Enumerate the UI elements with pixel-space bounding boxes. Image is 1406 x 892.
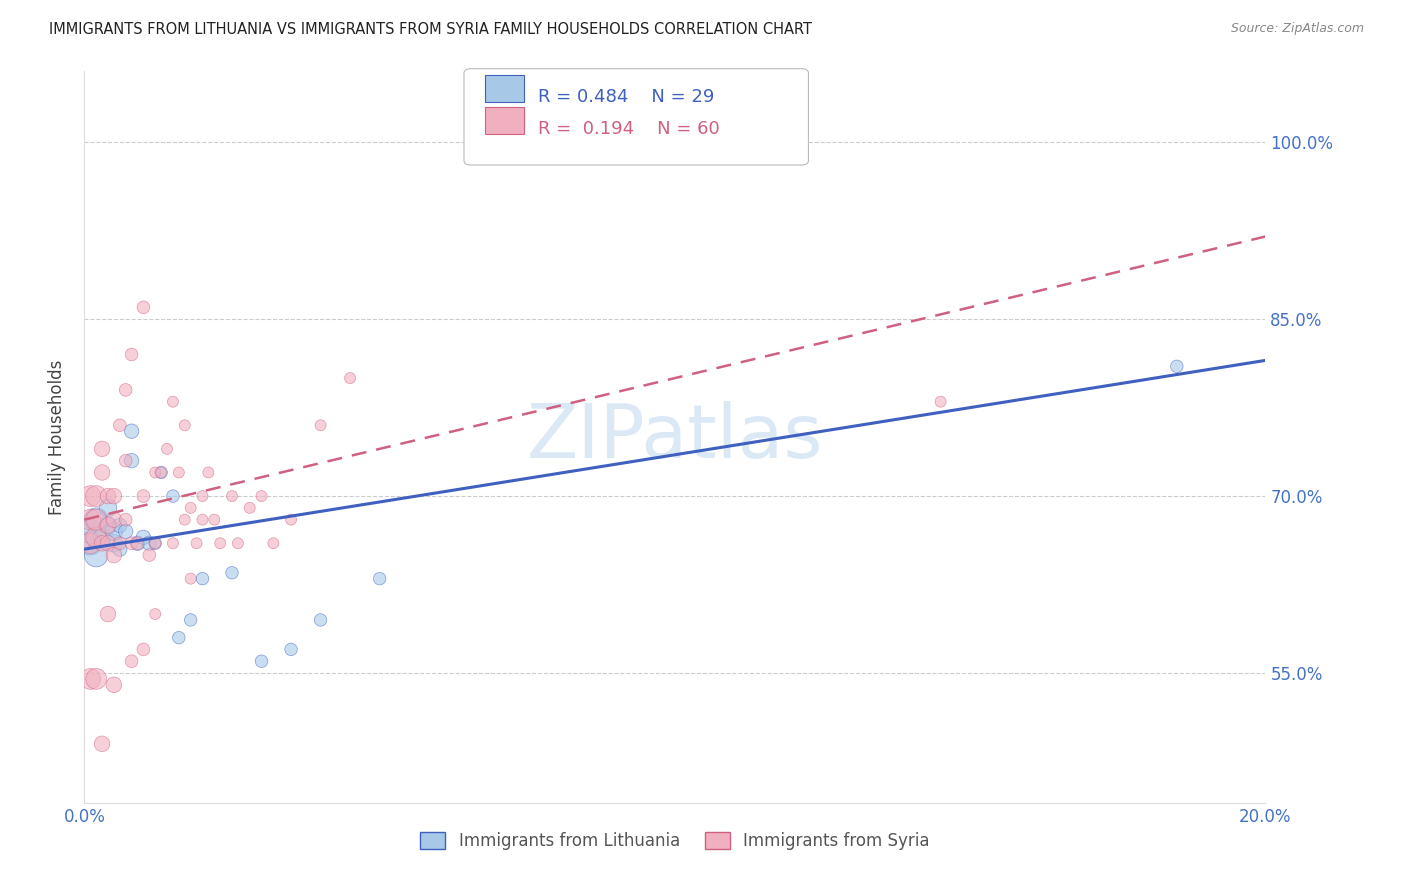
Point — [103, 513, 125, 527]
Point — [79, 536, 101, 550]
Point — [309, 613, 332, 627]
Point — [173, 418, 195, 433]
Text: R =  0.194    N = 60: R = 0.194 N = 60 — [538, 120, 720, 138]
Text: ZIPatlas: ZIPatlas — [527, 401, 823, 474]
Y-axis label: Family Households: Family Households — [48, 359, 66, 515]
Point — [91, 536, 114, 550]
Point — [180, 572, 202, 586]
Point — [97, 489, 120, 503]
Point — [132, 530, 155, 544]
Point — [191, 572, 214, 586]
Point — [103, 489, 125, 503]
Point — [97, 518, 120, 533]
Point — [114, 513, 136, 527]
Point — [929, 394, 952, 409]
Point — [339, 371, 361, 385]
Point — [121, 424, 143, 438]
Point — [180, 500, 202, 515]
Point — [84, 672, 107, 686]
Point — [84, 530, 107, 544]
Point — [91, 530, 114, 544]
Point — [103, 536, 125, 550]
Point — [156, 442, 179, 456]
Point — [309, 418, 332, 433]
Point — [221, 566, 243, 580]
Point — [186, 536, 208, 550]
Point — [79, 513, 101, 527]
Text: R = 0.484    N = 29: R = 0.484 N = 29 — [538, 88, 714, 106]
Point — [143, 607, 166, 621]
Point — [103, 678, 125, 692]
Point — [91, 466, 114, 480]
Point — [97, 500, 120, 515]
Point — [121, 536, 143, 550]
Point — [121, 654, 143, 668]
Point — [167, 466, 190, 480]
Point — [108, 536, 131, 550]
Point — [127, 536, 149, 550]
Point — [84, 513, 107, 527]
Point — [143, 466, 166, 480]
Point — [150, 466, 173, 480]
Point — [150, 466, 173, 480]
Point — [103, 524, 125, 539]
Text: Source: ZipAtlas.com: Source: ZipAtlas.com — [1230, 22, 1364, 36]
Point — [138, 536, 160, 550]
Point — [202, 513, 225, 527]
Point — [250, 654, 273, 668]
Point — [121, 453, 143, 467]
Point — [280, 513, 302, 527]
Point — [79, 672, 101, 686]
Point — [262, 536, 284, 550]
Point — [114, 453, 136, 467]
Point — [173, 513, 195, 527]
Point — [97, 518, 120, 533]
Point — [1166, 359, 1188, 374]
Point — [91, 737, 114, 751]
Point — [191, 513, 214, 527]
Point — [79, 536, 101, 550]
Point — [197, 466, 219, 480]
Point — [209, 536, 232, 550]
Point — [108, 418, 131, 433]
Point — [191, 489, 214, 503]
Point — [114, 383, 136, 397]
Point — [143, 536, 166, 550]
Legend: Immigrants from Lithuania, Immigrants from Syria: Immigrants from Lithuania, Immigrants fr… — [413, 825, 936, 856]
Point — [226, 536, 249, 550]
Point — [84, 489, 107, 503]
Point — [121, 347, 143, 361]
Point — [132, 301, 155, 315]
Point — [97, 607, 120, 621]
Point — [162, 536, 184, 550]
Point — [132, 489, 155, 503]
Point — [108, 518, 131, 533]
Point — [84, 548, 107, 562]
Point — [97, 536, 120, 550]
Point — [138, 548, 160, 562]
Point — [239, 500, 262, 515]
Point — [162, 394, 184, 409]
Point — [250, 489, 273, 503]
Point — [143, 536, 166, 550]
Point — [162, 489, 184, 503]
Point — [221, 489, 243, 503]
Text: IMMIGRANTS FROM LITHUANIA VS IMMIGRANTS FROM SYRIA FAMILY HOUSEHOLDS CORRELATION: IMMIGRANTS FROM LITHUANIA VS IMMIGRANTS … — [49, 22, 813, 37]
Point — [180, 613, 202, 627]
Point — [368, 572, 391, 586]
Point — [280, 642, 302, 657]
Point — [108, 542, 131, 557]
Point — [127, 536, 149, 550]
Point — [132, 642, 155, 657]
Point — [103, 548, 125, 562]
Point — [79, 524, 101, 539]
Point — [114, 524, 136, 539]
Point — [91, 442, 114, 456]
Point — [79, 489, 101, 503]
Point — [84, 513, 107, 527]
Point — [167, 631, 190, 645]
